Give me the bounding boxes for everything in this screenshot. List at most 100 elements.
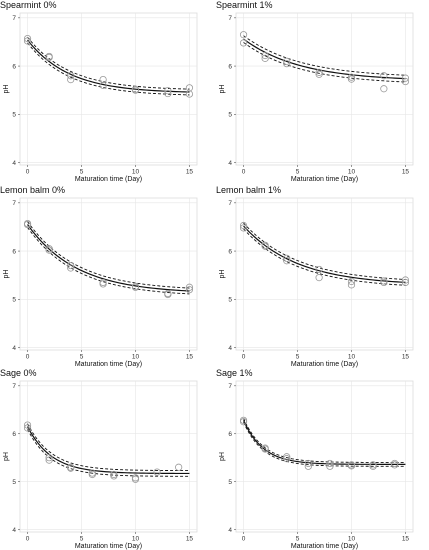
data-point — [164, 289, 172, 298]
data-point — [391, 461, 399, 469]
data-point — [45, 454, 53, 462]
data-point — [401, 278, 410, 287]
data-point — [45, 456, 53, 464]
data-point — [88, 470, 96, 479]
data-point — [283, 455, 291, 463]
y-tick-label: 6 — [12, 248, 16, 255]
x-tick-label: 15 — [186, 354, 194, 361]
ci-lower-line — [27, 227, 190, 295]
data-point — [67, 75, 75, 84]
data-point — [164, 87, 172, 95]
fit-line — [243, 38, 406, 80]
data-point — [315, 265, 323, 274]
panel-spearmint-1: Spearmint 1% 0 5 10 15 4 5 6 7 Maturation time (… — [216, 0, 426, 183]
data-point — [239, 221, 248, 230]
y-tick-label: 5 — [12, 479, 16, 486]
data-point — [23, 37, 32, 45]
ci-upper-line — [27, 221, 190, 289]
y-axis-label: pH — [3, 85, 10, 94]
y-axis-label: pH — [219, 85, 226, 94]
data-point — [239, 224, 248, 232]
y-tick-label: 4 — [12, 345, 16, 352]
data-point — [67, 264, 75, 272]
y-tick-label: 7 — [12, 383, 16, 390]
data-point — [99, 280, 107, 288]
data-point — [67, 464, 75, 472]
y-axis-label: pH — [219, 452, 226, 461]
x-tick-label: 0 — [26, 169, 30, 176]
fit-line — [27, 39, 190, 93]
data-point — [304, 459, 312, 468]
fit-line — [243, 225, 406, 283]
x-tick-label: 0 — [26, 536, 30, 543]
ci-upper-line — [243, 222, 406, 280]
panel-spearmint-0: Spearmint 0% 0 5 10 15 4 5 6 7 Maturation time (… — [0, 0, 210, 183]
x-tick-label: 5 — [296, 354, 300, 361]
data-point — [131, 282, 140, 290]
y-tick-label: 7 — [228, 383, 232, 390]
ci-upper-line — [27, 36, 190, 90]
x-tick-label: 0 — [26, 354, 30, 361]
fit-line — [243, 420, 406, 466]
data-point — [283, 453, 291, 461]
y-tick-label: 6 — [228, 63, 232, 70]
data-point — [261, 445, 269, 453]
x-tick-label: 5 — [80, 169, 84, 176]
data-point — [175, 463, 183, 471]
data-point — [347, 73, 356, 81]
y-tick-label: 5 — [228, 479, 232, 486]
data-point — [45, 246, 53, 254]
data-point — [131, 86, 140, 94]
panel-title: Lemon balm 0% — [0, 185, 66, 195]
data-point — [67, 261, 75, 270]
x-tick-label: 15 — [402, 536, 410, 543]
data-point — [283, 60, 291, 68]
panel-sage-0: Sage 0% 0 5 10 15 4 5 6 7 Maturation time (Day) p… — [0, 368, 210, 550]
panel-lemon-balm-1: Lemon balm 1% 0 5 10 15 4 5 6 7 Maturation time … — [216, 185, 426, 368]
ci-lower-line — [27, 429, 190, 477]
panel-title: Lemon balm 1% — [216, 185, 282, 195]
x-axis-label: Maturation time (Day) — [75, 361, 142, 368]
x-tick-label: 10 — [348, 354, 356, 361]
y-tick-label: 6 — [12, 63, 16, 70]
y-tick-label: 7 — [12, 15, 16, 22]
x-tick-label: 10 — [348, 169, 356, 176]
chart-sage-1: 0 5 10 15 4 5 6 7 Maturation time (Day) pH — [219, 380, 414, 550]
x-axis-label: Maturation time (Day) — [291, 543, 358, 550]
x-tick-label: 15 — [402, 169, 410, 176]
data-point — [185, 286, 194, 294]
plot-area — [235, 380, 414, 533]
y-tick-label: 4 — [228, 160, 232, 167]
ci-lower-line — [243, 422, 406, 467]
chart-lemon-balm-1: 0 5 10 15 4 5 6 7 Maturation time (Day) pH — [219, 197, 414, 368]
data-point — [239, 39, 248, 47]
x-tick-label: 15 — [186, 536, 194, 543]
chart-spearmint-0: 0 5 10 15 4 5 6 7 Maturation time (Day) pH — [3, 12, 198, 183]
y-tick-label: 7 — [228, 200, 232, 207]
fit-line — [27, 426, 190, 475]
data-point — [45, 52, 53, 61]
x-tick-label: 5 — [80, 354, 84, 361]
ci-lower-line — [27, 42, 190, 96]
data-point — [67, 72, 75, 80]
chart-lemon-balm-0: 0 5 10 15 4 5 6 7 Maturation time (Day) pH — [3, 197, 198, 368]
data-point — [369, 462, 377, 470]
data-point — [110, 470, 118, 479]
data-point — [261, 51, 269, 60]
x-tick-label: 0 — [242, 536, 246, 543]
y-tick-label: 6 — [228, 431, 232, 438]
x-tick-label: 15 — [402, 354, 410, 361]
panel-lemon-balm-0: Lemon balm 0% 0 5 10 15 4 5 6 7 Maturation time … — [0, 185, 210, 368]
y-axis-label: pH — [3, 452, 10, 461]
y-tick-label: 4 — [228, 527, 232, 534]
panel-title: Spearmint 1% — [216, 0, 273, 10]
data-point — [23, 424, 32, 432]
data-point — [326, 462, 334, 470]
data-point — [401, 276, 410, 284]
data-point — [164, 89, 172, 98]
x-tick-label: 15 — [186, 169, 194, 176]
data-point — [261, 241, 269, 249]
y-tick-label: 5 — [12, 297, 16, 304]
panel-title: Sage 1% — [216, 368, 253, 378]
panel-title: Spearmint 0% — [0, 0, 57, 10]
